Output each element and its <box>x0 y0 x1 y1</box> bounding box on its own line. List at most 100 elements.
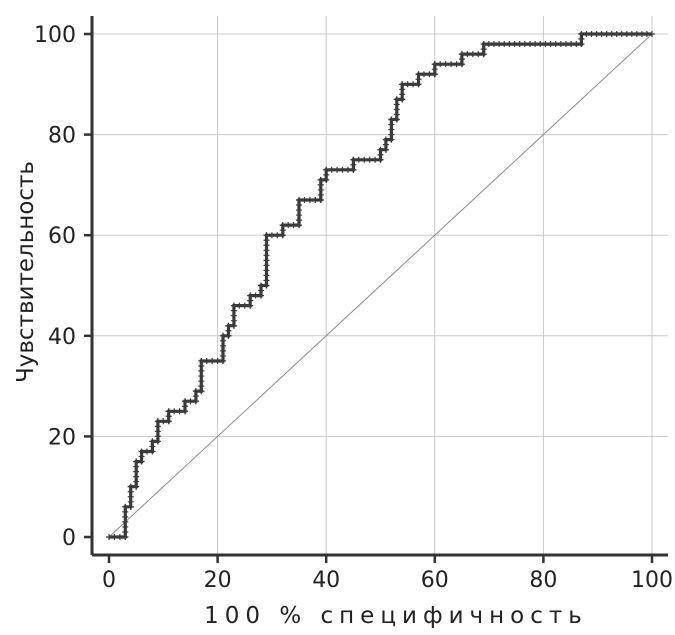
curve-point-marker <box>296 222 303 229</box>
curve-point-marker <box>263 232 270 239</box>
curve-point-marker <box>127 493 134 500</box>
curve-point-marker <box>578 36 585 43</box>
curve-point-marker <box>138 453 145 460</box>
curve-point-marker <box>301 196 308 203</box>
curve-point-marker <box>501 41 508 48</box>
curve-point-marker <box>437 61 444 68</box>
curve-point-marker <box>511 41 518 48</box>
curve-point-marker <box>279 232 286 239</box>
curve-point-marker <box>263 257 270 264</box>
curve-point-marker <box>490 41 497 48</box>
curve-point-marker <box>399 91 406 98</box>
curve-point-marker <box>532 41 539 48</box>
reference-diagonal-line <box>108 33 653 538</box>
curve-point-marker <box>247 292 254 299</box>
curve-point-marker <box>382 141 389 148</box>
y-tick-label: 40 <box>48 325 76 350</box>
curve-point-marker <box>344 166 351 173</box>
curve-point-marker <box>415 71 422 78</box>
curve-point-marker <box>111 534 118 540</box>
curve-point-marker <box>415 81 422 88</box>
curve-point-marker <box>263 272 270 279</box>
curve-point-marker <box>312 196 319 203</box>
curve-point-marker <box>279 227 286 234</box>
curve-point-marker <box>593 31 600 37</box>
curve-point-marker <box>339 166 346 173</box>
curve-point-marker <box>377 156 384 163</box>
curve-point-marker <box>106 534 112 540</box>
curve-point-marker <box>198 362 205 369</box>
curve-point-marker <box>377 151 384 158</box>
curve-point-marker <box>209 357 216 364</box>
curve-point-marker <box>133 483 140 490</box>
curve-point-marker <box>296 212 303 219</box>
curve-point-marker <box>220 357 227 364</box>
axes <box>84 16 668 563</box>
curve-point-marker <box>547 41 554 48</box>
curve-point-marker <box>263 252 270 259</box>
curve-point-marker <box>393 101 400 108</box>
curve-point-marker <box>133 463 140 470</box>
curve-point-marker <box>296 207 303 214</box>
curve-point-marker <box>458 61 465 68</box>
curve-point-marker <box>154 438 161 445</box>
curve-point-marker <box>230 312 237 319</box>
curve-point-marker <box>296 217 303 224</box>
curve-point-marker <box>480 46 487 53</box>
curve-point-marker <box>220 342 227 349</box>
curve-point-marker <box>350 161 357 168</box>
curve-point-marker <box>323 171 330 178</box>
curve-point-marker <box>198 378 205 385</box>
curve-point-marker <box>192 388 199 395</box>
curve-point-marker <box>149 448 156 455</box>
curve-point-marker <box>192 393 199 400</box>
curve-point-marker <box>296 202 303 209</box>
curve-point-marker <box>458 56 465 63</box>
x-tick-label: 60 <box>421 568 449 593</box>
curve-point-marker <box>388 116 395 123</box>
curve-point-marker <box>323 176 330 183</box>
curve-point-marker <box>578 41 585 48</box>
curve-point-marker <box>225 327 232 334</box>
curve-point-marker <box>372 156 379 163</box>
curve-point-marker <box>623 31 630 37</box>
curve-point-marker <box>638 31 645 37</box>
curve-point-marker <box>236 302 243 309</box>
curve-point-marker <box>182 398 189 405</box>
curve-point-marker <box>138 448 145 455</box>
curve-point-marker <box>537 41 544 48</box>
curve-point-marker <box>388 136 395 143</box>
x-tick-label: 40 <box>312 568 340 593</box>
curve-point-marker <box>203 357 210 364</box>
curve-point-marker <box>334 166 341 173</box>
curve-point-marker <box>393 116 400 123</box>
curve-point-marker <box>154 423 161 430</box>
curve-point-marker <box>192 398 199 405</box>
curve-point-marker <box>133 468 140 475</box>
curve-point-marker <box>649 31 655 37</box>
curve-point-marker <box>154 428 161 435</box>
curve-point-marker <box>149 443 156 450</box>
curve-point-marker <box>382 146 389 153</box>
curve-point-marker <box>453 61 460 68</box>
curve-point-marker <box>557 41 564 48</box>
curve-point-marker <box>578 31 585 37</box>
y-tick-label: 60 <box>48 224 76 249</box>
curve-point-marker <box>355 156 362 163</box>
x-tick-label: 0 <box>102 568 116 593</box>
curve-point-marker <box>279 222 286 229</box>
curve-point-marker <box>230 322 237 329</box>
grid-lines <box>92 16 668 555</box>
curve-point-marker <box>122 534 129 540</box>
curve-point-marker <box>263 237 270 244</box>
curve-point-marker <box>323 166 330 173</box>
curve-point-marker <box>431 66 438 73</box>
curve-point-marker <box>171 408 178 415</box>
curve-point-marker <box>149 438 156 445</box>
y-tick-label: 20 <box>48 425 76 450</box>
curve-point-marker <box>306 196 313 203</box>
curve-point-marker <box>122 523 129 530</box>
curve-point-marker <box>127 498 134 505</box>
curve-point-marker <box>263 282 270 289</box>
curve-point-marker <box>399 96 406 103</box>
